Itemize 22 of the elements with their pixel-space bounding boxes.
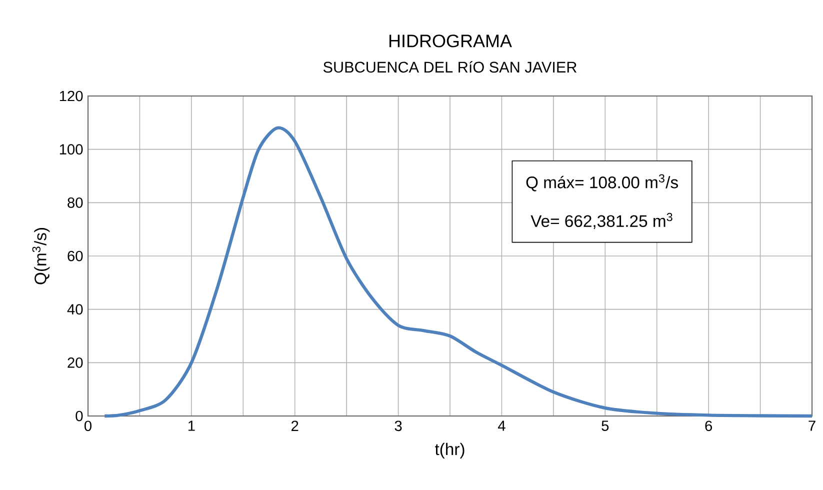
line-series [102,126,814,418]
x-tick-label: 0 [84,420,92,432]
chart-subtitle: SUBCUENCA DEL RíO SAN JAVIER [323,61,577,73]
y-tick-label: 100 [60,144,83,155]
x-tick-label: 1 [188,420,195,431]
x-tick-label: 4 [498,420,506,431]
x-tick-label: 2 [292,420,298,431]
x-axis-title: t(hr) [434,442,464,458]
y-tick-label: 120 [60,90,83,102]
x-tick-label: 3 [394,420,402,432]
y-tick-label: 60 [68,250,83,262]
annotation: Ve= 662,381.25 m$^{3}$ [530,212,672,229]
annotation: Q máx= 108.00 m$^{3}$/s [526,174,678,192]
y-axis-title: Q(m$^{3}$/s) [32,228,50,284]
x-tick-label: 5 [602,420,609,431]
y-tick-label: 20 [68,357,83,368]
chart-title: HIDROGRAMA [389,34,512,48]
y-tick-label: 80 [68,197,83,208]
y-tick-label: 0 [76,410,83,422]
x-tick-label: 7 [808,420,816,431]
y-tick-label: 40 [67,304,83,315]
x-tick-label: 6 [705,420,712,432]
